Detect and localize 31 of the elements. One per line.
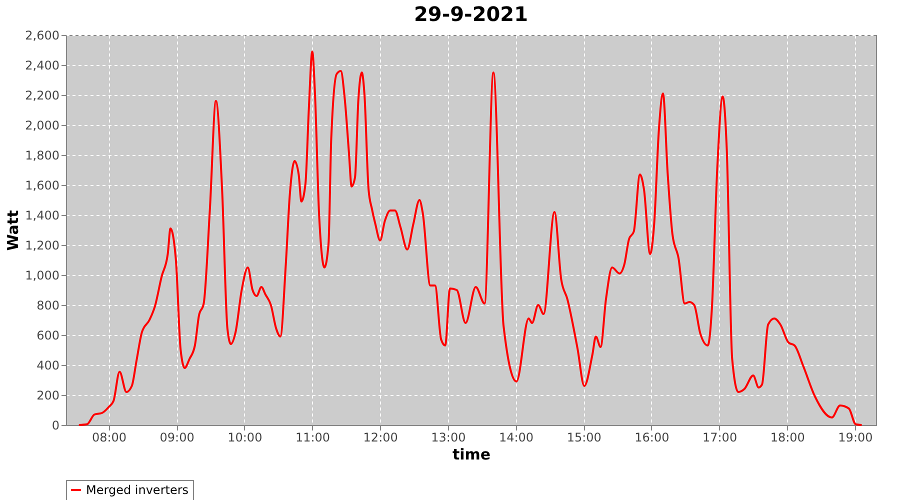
x-tick-label: 09:00 (160, 430, 194, 444)
y-axis-title: Watt (4, 210, 22, 251)
y-tick-label: 1,200 (25, 238, 60, 252)
y-tick-label: 200 (36, 388, 60, 402)
y-tick-label: 800 (36, 298, 60, 312)
x-tick-label: 12:00 (363, 430, 398, 444)
chart-title: 29-9-2021 (414, 2, 528, 26)
line-series (78, 50, 863, 426)
x-tick-label: 16:00 (634, 430, 670, 444)
x-tick-label: 19:00 (838, 430, 873, 444)
y-tick-label: 2,600 (25, 28, 60, 42)
legend-label: Merged inverters (86, 483, 189, 497)
y-tick-label: 1,000 (25, 268, 60, 282)
y-tick-label: 600 (36, 328, 60, 342)
x-tick-label: 14:00 (498, 430, 534, 444)
x-tick-label: 17:00 (702, 430, 738, 444)
y-tick-label: 2,400 (25, 58, 60, 72)
y-tick-label: 1,400 (25, 208, 60, 222)
y-tick-label: 2,200 (25, 88, 60, 102)
x-axis-title: time (452, 446, 491, 464)
x-tick-label: 18:00 (770, 430, 805, 444)
x-tick-label: 13:00 (431, 430, 466, 444)
x-tick-label: 10:00 (228, 430, 262, 444)
y-tick-label: 1,600 (25, 178, 60, 192)
y-tick-label: 2,000 (25, 118, 60, 132)
y-tick-label: 400 (36, 358, 60, 372)
y-tick-label: 0 (52, 418, 60, 432)
x-tick-label: 08:00 (92, 430, 127, 444)
x-tick-label: 15:00 (566, 430, 602, 444)
y-tick-label: 1,800 (25, 148, 60, 162)
x-tick-label: 11:00 (295, 430, 330, 444)
